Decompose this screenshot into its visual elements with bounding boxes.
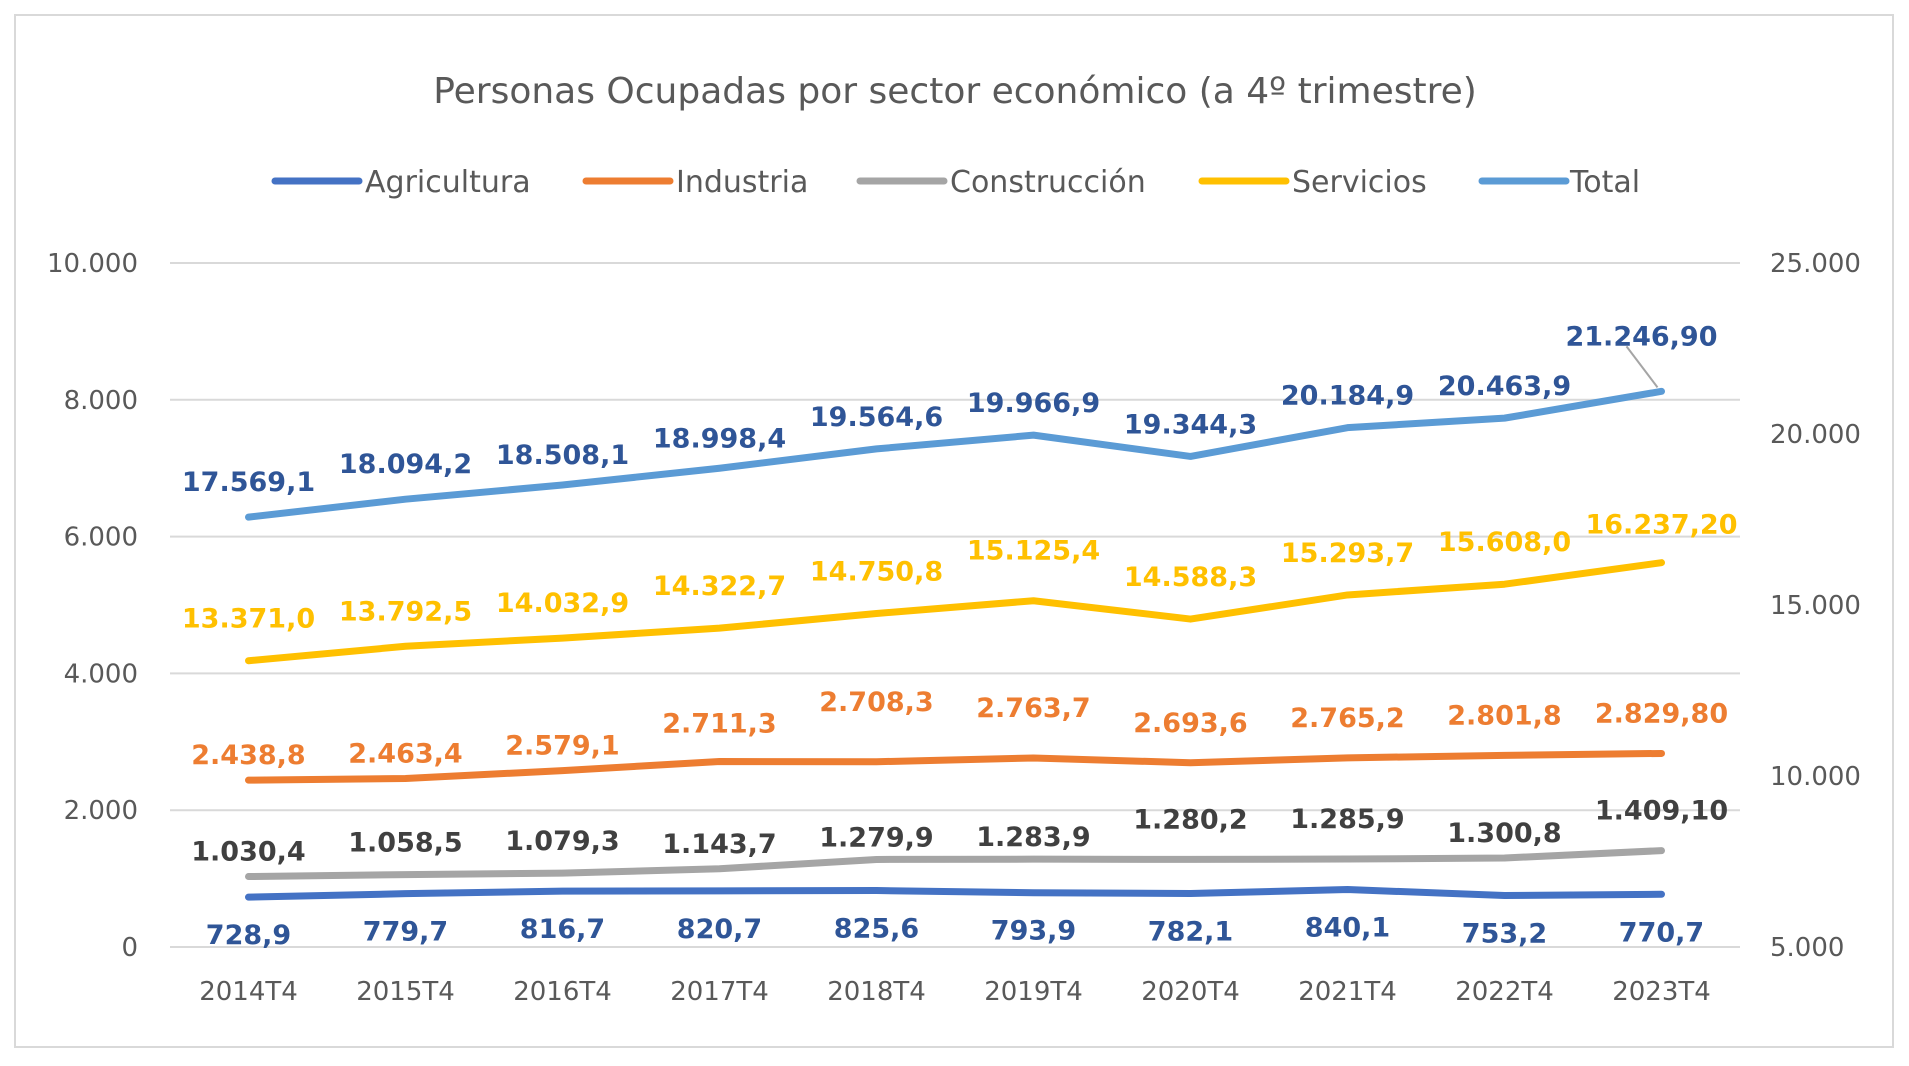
y-right-tick-label: 10.000 — [1770, 762, 1861, 792]
data-label: 2.763,7 — [976, 693, 1090, 724]
data-label: 14.750,8 — [810, 557, 943, 588]
data-label: 2.579,1 — [505, 731, 619, 762]
data-label: 1.409,10 — [1595, 796, 1728, 827]
data-label: 15.125,4 — [967, 536, 1100, 567]
data-label: 19.966,9 — [967, 388, 1100, 419]
data-label: 18.508,1 — [496, 440, 629, 471]
x-tick-label: 2021T4 — [1298, 977, 1397, 1007]
y-left-tick-label: 6.000 — [64, 523, 138, 553]
data-label: 2.708,3 — [819, 687, 933, 718]
axis-ticks: 0 2.000 4.000 6.000 8.000 10.000 5.000 10.000 15… — [47, 249, 1861, 1007]
series-lines — [245, 387, 1665, 901]
legend-label: Total — [1569, 165, 1640, 200]
data-label: 2.765,2 — [1290, 703, 1404, 734]
series-line-industria — [245, 749, 1665, 784]
legend-label: Agricultura — [365, 165, 531, 200]
data-label: 1.280,2 — [1133, 804, 1247, 835]
data-label: 2.711,3 — [662, 709, 776, 740]
data-label: 20.184,9 — [1281, 381, 1414, 412]
data-label: 1.058,5 — [348, 828, 462, 859]
data-label: 825,6 — [834, 914, 919, 945]
data-labels: 728,9 779,7 816,7 820,7 825,6 793,9 782,1 840,1… — [182, 321, 1738, 951]
series-line-agricultura — [245, 886, 1665, 901]
data-label: 793,9 — [991, 916, 1076, 947]
data-label: 19.564,6 — [810, 402, 943, 433]
y-left-tick-label: 0 — [121, 933, 138, 963]
y-left-tick-label: 8.000 — [64, 386, 138, 416]
data-label: 2.693,6 — [1133, 708, 1247, 739]
data-label: 1.285,9 — [1290, 804, 1404, 835]
data-label: 1.079,3 — [505, 826, 619, 857]
series-line-servicios — [245, 559, 1665, 665]
y-right-tick-label: 5.000 — [1770, 933, 1844, 963]
data-label: 15.608,0 — [1438, 527, 1571, 558]
data-label: 1.143,7 — [662, 829, 776, 860]
x-tick-label: 2023T4 — [1612, 977, 1711, 1007]
data-label: 782,1 — [1148, 917, 1233, 948]
data-label: 770,7 — [1619, 917, 1704, 948]
y-left-tick-label: 4.000 — [64, 659, 138, 689]
data-label: 13.792,5 — [339, 596, 472, 627]
data-label: 753,2 — [1462, 918, 1547, 949]
data-label: 2.463,4 — [348, 739, 462, 770]
chart-title: Personas Ocupadas por sector económico (… — [433, 71, 1477, 112]
data-label: 1.030,4 — [191, 837, 305, 868]
data-label: 19.344,3 — [1124, 409, 1257, 440]
x-tick-label: 2014T4 — [199, 977, 298, 1007]
legend-label: Servicios — [1292, 165, 1427, 200]
data-label: 1.300,8 — [1447, 818, 1561, 849]
leader-line — [1625, 345, 1659, 388]
data-label: 18.094,2 — [339, 449, 472, 480]
x-tick-label: 2017T4 — [670, 977, 769, 1007]
data-label: 14.588,3 — [1124, 562, 1257, 593]
data-label: 21.246,90 — [1565, 321, 1717, 352]
data-label: 728,9 — [206, 920, 291, 951]
data-label: 17.569,1 — [182, 467, 315, 498]
data-label: 779,7 — [363, 917, 448, 948]
x-tick-label: 2019T4 — [984, 977, 1083, 1007]
y-right-tick-label: 15.000 — [1770, 591, 1861, 621]
y-left-tick-label: 2.000 — [64, 796, 138, 826]
x-tick-label: 2015T4 — [356, 977, 455, 1007]
data-label: 15.293,7 — [1281, 538, 1414, 569]
gridlines — [170, 262, 1740, 948]
x-tick-label: 2020T4 — [1141, 977, 1240, 1007]
data-label: 13.371,0 — [182, 604, 315, 635]
legend-label: Industria — [676, 165, 808, 200]
x-tick-label: 2022T4 — [1455, 977, 1554, 1007]
y-left-tick-label: 10.000 — [47, 249, 138, 279]
data-label: 20.463,9 — [1438, 371, 1571, 402]
data-label: 1.279,9 — [819, 822, 933, 853]
series-line-construcción — [245, 847, 1665, 881]
legend: Agricultura Industria Construcción Servicio… — [271, 165, 1640, 200]
data-label: 816,7 — [520, 914, 605, 945]
legend-label: Construcción — [950, 165, 1146, 200]
data-label: 2.438,8 — [191, 740, 305, 771]
series-line-total — [245, 387, 1665, 521]
data-label: 16.237,20 — [1585, 510, 1737, 541]
data-label: 2.829,80 — [1595, 698, 1728, 729]
data-label: 14.032,9 — [496, 588, 629, 619]
y-right-tick-label: 25.000 — [1770, 249, 1861, 279]
x-tick-label: 2018T4 — [827, 977, 926, 1007]
data-label: 840,1 — [1305, 913, 1390, 944]
data-label: 1.283,9 — [976, 822, 1090, 853]
x-tick-label: 2016T4 — [513, 977, 612, 1007]
data-label: 18.998,4 — [653, 423, 786, 454]
data-label: 2.801,8 — [1447, 700, 1561, 731]
y-right-tick-label: 20.000 — [1770, 420, 1861, 450]
data-label: 14.322,7 — [653, 571, 786, 602]
data-label: 820,7 — [677, 914, 762, 945]
